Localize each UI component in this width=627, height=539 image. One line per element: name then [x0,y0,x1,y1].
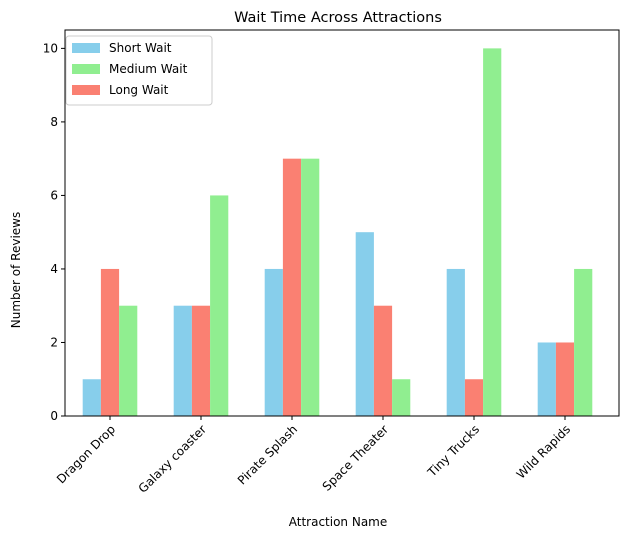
y-tick-label: 8 [50,115,58,129]
plot-frame [64,29,620,417]
legend: Short Wait Medium Wait Long Wait [65,35,213,106]
bar-medium-wait-dragon-drop [119,305,138,416]
bar-short-wait-wild-rapids [537,342,556,416]
chart-title: Wait Time Across Attractions [234,10,442,26]
y-axis: 0 2 4 6 8 10 [43,41,65,423]
bar-short-wait-space-theater [355,232,374,416]
bar-short-wait-pirate-splash [264,268,283,416]
bars-layer [82,48,593,417]
legend-label: Medium Wait [109,62,188,76]
bar-long-wait-pirate-splash [282,158,302,417]
bar-medium-wait-tiny-trucks [483,48,502,416]
legend-swatch [72,64,100,74]
bar-short-wait-tiny-trucks [446,268,465,416]
x-axis-label: Attraction Name [289,515,388,529]
x-tick-label: Tiny Trucks [424,422,482,480]
x-tick-label: Dragon Drop [54,422,118,486]
bar-medium-wait-space-theater [392,379,411,416]
legend-label: Short Wait [109,41,172,55]
bar-medium-wait-wild-rapids [574,268,593,416]
x-tick-label: Pirate Splash [235,422,300,487]
y-tick-label: 10 [43,41,58,55]
y-axis-label: Number of Reviews [9,212,23,328]
x-tick-label: Galaxy coaster [136,422,210,496]
legend-box [65,35,213,106]
bar-long-wait-tiny-trucks [464,379,484,416]
x-axis: Dragon Drop Galaxy coaster Pirate Splash Sp… [54,416,573,496]
y-tick-label: 0 [50,409,58,423]
legend-swatch [72,43,100,53]
y-tick-label: 4 [50,262,58,276]
bar-short-wait-galaxy-coaster [173,305,192,416]
y-tick-label: 6 [50,188,58,202]
x-tick-label: Space Theater [320,422,392,494]
bar-short-wait-dragon-drop [82,379,101,416]
bar-long-wait-space-theater [373,305,393,416]
x-tick-label: Wild Rapids [514,422,573,481]
legend-label: Long Wait [109,83,169,97]
bar-medium-wait-galaxy-coaster [210,195,229,416]
y-tick-label: 2 [50,335,58,349]
bar-long-wait-galaxy-coaster [191,305,211,416]
bar-medium-wait-pirate-splash [301,158,320,417]
bar-long-wait-dragon-drop [100,268,120,416]
bar-long-wait-wild-rapids [555,342,575,416]
legend-swatch [72,85,100,95]
